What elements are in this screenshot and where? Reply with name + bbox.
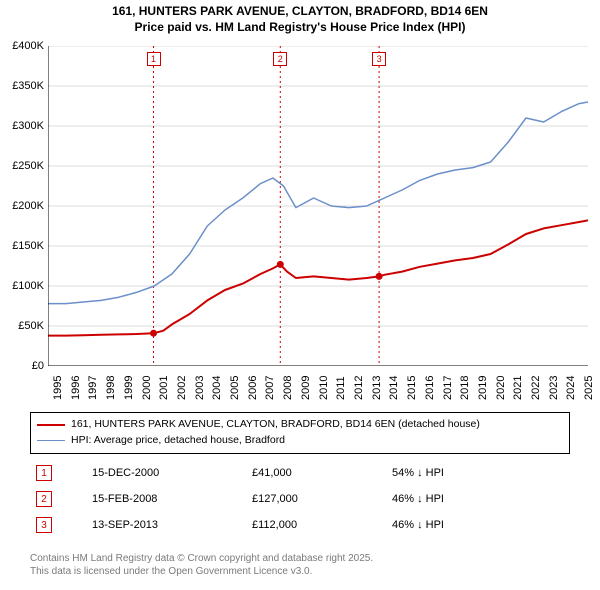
transaction-price: £127,000 (252, 493, 392, 505)
y-tick-label: £0 (32, 360, 44, 372)
x-tick-label: 2003 (194, 376, 206, 400)
transaction-badge: 2 (36, 491, 52, 507)
chart-svg (48, 46, 588, 366)
transaction-price: £112,000 (252, 519, 392, 531)
title-line-2: Price paid vs. HM Land Registry's House … (10, 20, 590, 36)
marker-badge: 3 (372, 52, 386, 66)
x-tick-label: 2006 (247, 376, 259, 400)
chart-container: 161, HUNTERS PARK AVENUE, CLAYTON, BRADF… (0, 0, 600, 590)
chart-plot-area: 1 2 3 (48, 46, 588, 366)
x-tick-label: 1995 (52, 376, 64, 400)
x-tick-label: 2015 (406, 376, 418, 400)
x-tick-label: 2013 (371, 376, 383, 400)
legend-swatch (37, 424, 65, 426)
x-tick-label: 2009 (300, 376, 312, 400)
x-tick-label: 2020 (495, 376, 507, 400)
x-tick-label: 2019 (477, 376, 489, 400)
legend-item: HPI: Average price, detached house, Brad… (37, 433, 563, 449)
marker-badge: 1 (147, 52, 161, 66)
x-tick-label: 2012 (353, 376, 365, 400)
y-tick-label: £150K (12, 240, 44, 252)
x-tick-label: 2010 (318, 376, 330, 400)
x-tick-label: 2008 (282, 376, 294, 400)
x-tick-label: 2017 (442, 376, 454, 400)
x-tick-label: 1998 (105, 376, 117, 400)
y-tick-label: £200K (12, 200, 44, 212)
x-tick-label: 2005 (229, 376, 241, 400)
transaction-row: 1 15-DEC-2000£41,00054% ↓ HPI (30, 460, 570, 486)
x-tick-label: 1996 (70, 376, 82, 400)
y-tick-label: £50K (18, 320, 44, 332)
y-tick-label: £250K (12, 160, 44, 172)
x-tick-label: 2007 (264, 376, 276, 400)
transaction-date: 13-SEP-2013 (92, 519, 252, 531)
x-tick-label: 2016 (424, 376, 436, 400)
transaction-delta: 54% ↓ HPI (392, 467, 512, 479)
y-tick-label: £100K (12, 280, 44, 292)
x-tick-label: 2011 (335, 376, 347, 400)
x-tick-label: 2023 (548, 376, 560, 400)
title-line-1: 161, HUNTERS PARK AVENUE, CLAYTON, BRADF… (10, 4, 590, 20)
x-axis-ticks: 1995 1996 1997 1998 1999 2000 2001 2002 2003 2004… (48, 368, 588, 408)
legend-item: 161, HUNTERS PARK AVENUE, CLAYTON, BRADF… (37, 417, 563, 433)
chart-title: 161, HUNTERS PARK AVENUE, CLAYTON, BRADF… (0, 0, 600, 37)
x-tick-label: 2014 (388, 376, 400, 400)
y-tick-label: £400K (12, 40, 44, 52)
transaction-date: 15-DEC-2000 (92, 467, 252, 479)
legend-label: HPI: Average price, detached house, Brad… (71, 433, 285, 449)
x-tick-label: 2024 (565, 376, 577, 400)
legend-label: 161, HUNTERS PARK AVENUE, CLAYTON, BRADF… (71, 417, 480, 433)
x-tick-label: 2022 (530, 376, 542, 400)
x-tick-label: 2025 (583, 376, 595, 400)
transaction-delta: 46% ↓ HPI (392, 493, 512, 505)
legend-swatch (37, 440, 65, 441)
x-tick-label: 2018 (459, 376, 471, 400)
x-tick-label: 2002 (176, 376, 188, 400)
transaction-price: £41,000 (252, 467, 392, 479)
x-tick-label: 1997 (87, 376, 99, 400)
y-tick-label: £350K (12, 80, 44, 92)
x-tick-label: 2021 (512, 376, 524, 400)
footer-attribution: Contains HM Land Registry data © Crown c… (30, 552, 570, 578)
transaction-row: 3 13-SEP-2013£112,00046% ↓ HPI (30, 512, 570, 538)
y-tick-label: £300K (12, 120, 44, 132)
transaction-row: 2 15-FEB-2008£127,00046% ↓ HPI (30, 486, 570, 512)
transaction-badge: 3 (36, 517, 52, 533)
legend: 161, HUNTERS PARK AVENUE, CLAYTON, BRADF… (30, 412, 570, 454)
footer-line-1: Contains HM Land Registry data © Crown c… (30, 552, 570, 565)
transaction-badge: 1 (36, 465, 52, 481)
transaction-delta: 46% ↓ HPI (392, 519, 512, 531)
x-tick-label: 2001 (158, 376, 170, 400)
x-tick-label: 1999 (123, 376, 135, 400)
x-tick-label: 2004 (211, 376, 223, 400)
footer-line-2: This data is licensed under the Open Gov… (30, 565, 570, 578)
marker-badge: 2 (273, 52, 287, 66)
transaction-date: 15-FEB-2008 (92, 493, 252, 505)
transaction-table: 1 15-DEC-2000£41,00054% ↓ HPI 2 15-FEB-2008… (30, 460, 570, 538)
x-tick-label: 2000 (141, 376, 153, 400)
